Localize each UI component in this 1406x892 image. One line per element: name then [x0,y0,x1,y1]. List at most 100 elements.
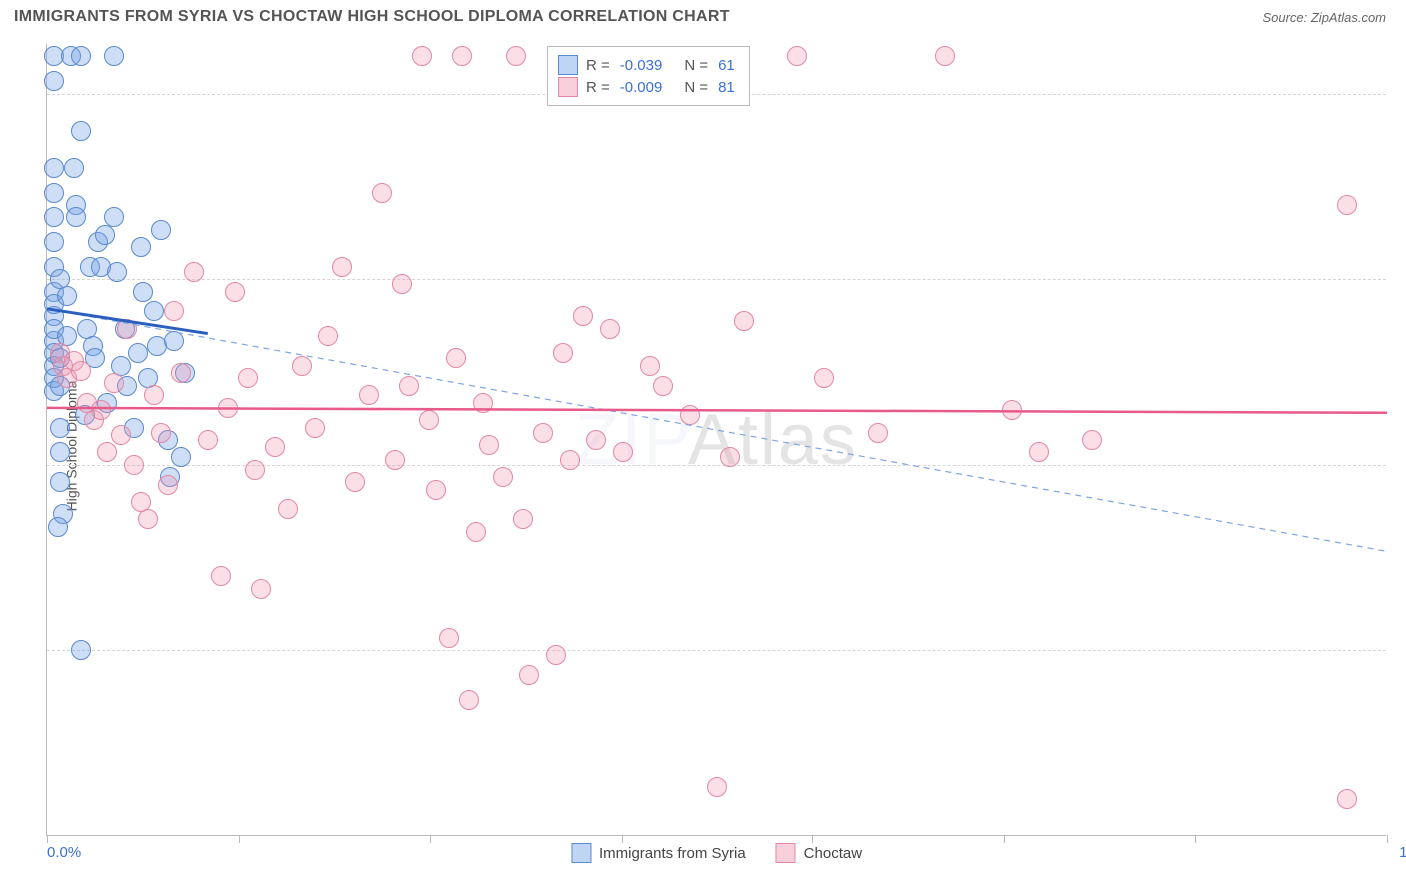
data-point [97,442,117,462]
data-point [935,46,955,66]
data-point [128,343,148,363]
legend-r-label: R = [586,79,610,96]
data-point [412,46,432,66]
data-point [439,628,459,648]
x-tick [622,835,623,843]
data-point [1029,442,1049,462]
data-point [124,455,144,475]
data-point [466,522,486,542]
x-axis-max-label: 100.0% [1399,844,1406,861]
data-point [573,306,593,326]
data-point [218,398,238,418]
data-point [452,46,472,66]
data-point [720,447,740,467]
data-point [613,442,633,462]
data-point [1082,430,1102,450]
data-point [332,257,352,277]
data-point [1337,195,1357,215]
data-point [91,400,111,420]
data-point [278,499,298,519]
data-point [57,286,77,306]
legend-label: Choctaw [804,845,862,862]
data-point [44,183,64,203]
x-axis-min-label: 0.0% [47,844,81,861]
data-point [814,368,834,388]
data-point [479,435,499,455]
x-tick [239,835,240,843]
data-point [519,665,539,685]
data-point [50,418,70,438]
data-point [513,509,533,529]
data-point [600,319,620,339]
data-point [560,450,580,470]
data-point [95,225,115,245]
x-tick [1195,835,1196,843]
data-point [265,437,285,457]
data-point [171,447,191,467]
data-point [117,319,137,339]
data-point [292,356,312,376]
data-point [198,430,218,450]
legend-swatch [558,77,578,97]
data-point [164,331,184,351]
data-point [133,282,153,302]
legend-r-value: -0.039 [620,57,663,74]
trend-lines [47,44,1386,835]
data-point [707,777,727,797]
data-point [680,405,700,425]
data-point [553,343,573,363]
x-tick [1004,835,1005,843]
data-point [372,183,392,203]
y-tick-label: 92.5% [1392,285,1406,302]
data-point [44,71,64,91]
data-point [345,472,365,492]
data-point [48,517,68,537]
data-point [71,361,91,381]
data-point [546,645,566,665]
legend-item: Choctaw [776,843,862,863]
data-point [868,423,888,443]
data-point [225,282,245,302]
data-point [71,121,91,141]
data-point [144,385,164,405]
data-point [64,158,84,178]
data-point [653,376,673,396]
data-point [392,274,412,294]
data-point [385,450,405,470]
data-point [71,46,91,66]
data-point [50,442,70,462]
legend-swatch [571,843,591,863]
data-point [138,509,158,529]
legend-n-label: N = [684,57,708,74]
data-point [164,301,184,321]
legend-swatch [558,55,578,75]
gridline [47,650,1386,651]
data-point [1337,789,1357,809]
x-tick [1387,835,1388,843]
data-point [144,301,164,321]
data-point [245,460,265,480]
data-point [66,207,86,227]
legend-n-value: 61 [718,57,735,74]
data-point [419,410,439,430]
data-point [238,368,258,388]
gridline [47,279,1386,280]
data-point [586,430,606,450]
legend-r-label: R = [586,57,610,74]
y-tick-label: 77.5% [1392,656,1406,673]
legend-n-label: N = [684,79,708,96]
data-point [171,363,191,383]
data-point [44,232,64,252]
data-point [399,376,419,396]
legend-item: Immigrants from Syria [571,843,746,863]
data-point [104,373,124,393]
data-point [318,326,338,346]
data-point [459,690,479,710]
data-point [131,237,151,257]
series-legend: Immigrants from Syria Choctaw [571,843,862,863]
data-point [305,418,325,438]
data-point [787,46,807,66]
data-point [184,262,204,282]
data-point [493,467,513,487]
data-point [640,356,660,376]
